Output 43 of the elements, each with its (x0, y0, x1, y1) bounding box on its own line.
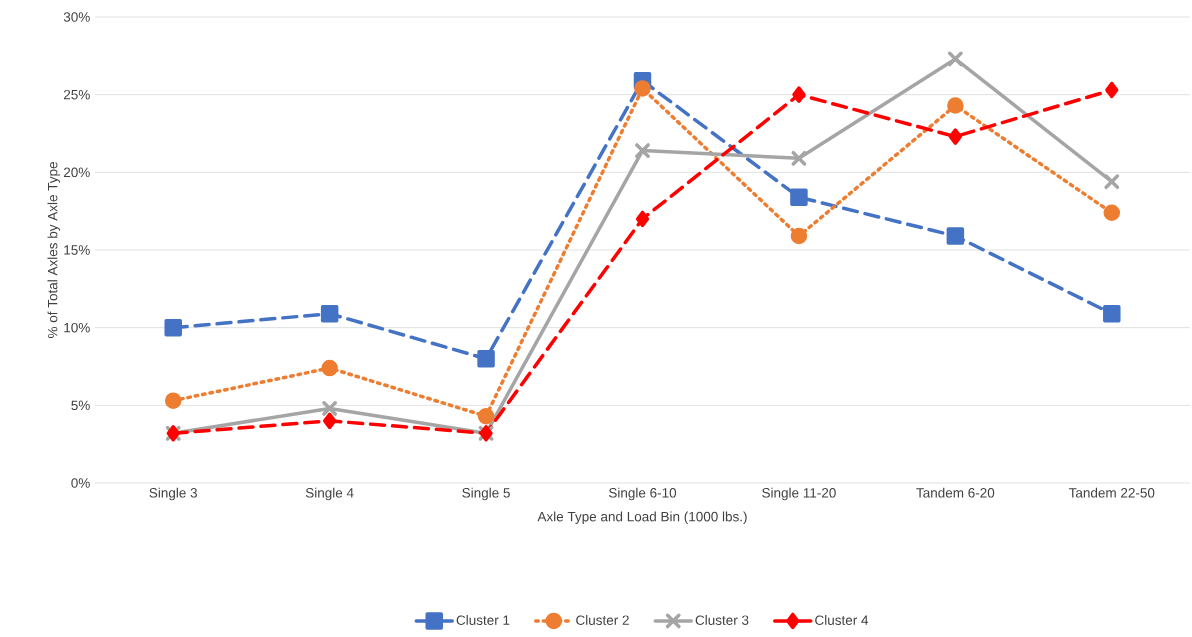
y-tick-label: 0% (71, 478, 90, 488)
point (792, 86, 806, 103)
x-tick-label: Single 5 (462, 487, 510, 501)
x-tick-label: Single 4 (305, 487, 354, 501)
point (948, 128, 962, 145)
x-tick-label: Single 6-10 (608, 487, 677, 501)
y-tick-label: 30% (63, 12, 90, 22)
y-tick-label: 15% (64, 245, 90, 255)
point (1105, 81, 1119, 99)
point (477, 349, 495, 368)
point (634, 80, 651, 97)
point (321, 359, 338, 377)
point (947, 51, 963, 67)
y-tick-label: 5% (71, 400, 90, 411)
x-axis-title: Axle Type and Load Bin (1000 lbs.) (537, 511, 747, 525)
legend-label: Cluster 3 (695, 615, 749, 625)
x-tick-label: Single 11-20 (762, 487, 836, 501)
legend-label: Cluster 2 (576, 615, 629, 625)
point (791, 150, 807, 166)
point (164, 318, 182, 337)
point (947, 97, 964, 114)
point (1104, 174, 1120, 190)
point (164, 392, 182, 409)
y-tick-label: 20% (63, 167, 90, 178)
x-tick-label: Tandem 22-50 (1068, 487, 1155, 498)
point (323, 412, 337, 430)
point (790, 227, 808, 245)
y-tick-label: 25% (63, 89, 90, 100)
y-axis-title: % of Total Axles by Axle Type (47, 162, 61, 339)
point (635, 210, 650, 228)
point (635, 143, 650, 158)
x-tick-label: Tandem 6-20 (916, 487, 995, 498)
point (1103, 204, 1121, 221)
point (477, 407, 495, 425)
point (1103, 304, 1121, 323)
legend-label: Cluster 4 (815, 615, 869, 625)
point (946, 227, 965, 245)
y-tick-label: 10% (64, 322, 90, 333)
x-tick-label: Single 3 (149, 487, 197, 501)
point (322, 401, 338, 416)
point (790, 188, 808, 206)
legend-label: Cluster 1 (456, 615, 510, 625)
point (320, 304, 339, 323)
